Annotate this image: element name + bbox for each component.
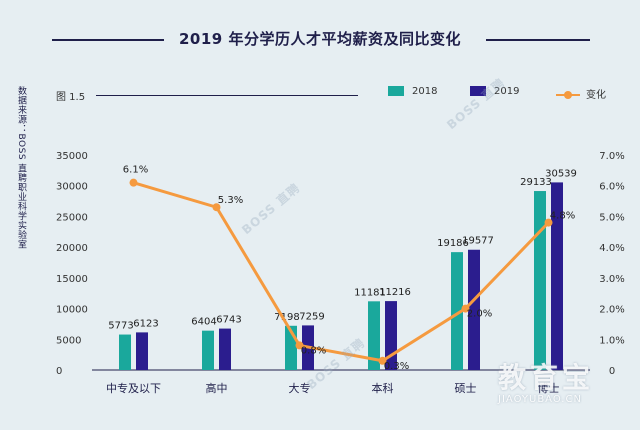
change-line [133, 181, 550, 363]
bar-value-label-2018: 11181 [354, 287, 386, 298]
y-left-tick-label: 30000 [56, 182, 88, 193]
legend-item-change: 变化 [556, 86, 606, 101]
bar-value-label-2019: 6743 [216, 315, 241, 326]
bar-2018 [119, 334, 131, 370]
change-point [378, 356, 387, 365]
bar-value-label-2019: 19577 [462, 236, 494, 247]
figure-label: 图 1.5 [56, 92, 86, 103]
title-row: 2019 年分学历人才平均薪资及同比变化 [0, 24, 640, 54]
y-left-tick-label: 15000 [56, 274, 88, 285]
bar-value-label-2019: 30539 [545, 168, 577, 179]
bar-value-label-2018: 19186 [437, 238, 469, 249]
y-right-tick-label: 5.0% [599, 212, 624, 223]
y-left-tick-label: 10000 [56, 305, 88, 316]
change-value-label: 0.3% [384, 361, 409, 372]
category-label: 硕士 [455, 382, 477, 395]
bar-value-label-2019: 6123 [133, 318, 158, 329]
bar-2019 [551, 182, 563, 370]
bar-value-label-2019: 7259 [299, 311, 324, 322]
y-left-tick-label: 5000 [56, 335, 81, 346]
bar-2018 [451, 252, 463, 370]
y-right-tick-label: 2.0% [599, 305, 624, 316]
change-point [295, 341, 304, 350]
legend-item-2018: 2018 [388, 86, 437, 97]
site-logo: 教育宝 JIAOYUBAO.CN [498, 356, 638, 414]
y-left-tick-label: 0 [56, 366, 62, 377]
bar-2019 [136, 332, 148, 370]
bar-value-label-2018: 6404 [191, 317, 216, 328]
category-label: 博士 [538, 382, 560, 395]
y-right-tick-label: 6.0% [599, 182, 624, 193]
legend-swatch-2019 [470, 86, 486, 96]
y-left-tick-label: 35000 [56, 151, 88, 162]
category-label: 高中 [206, 381, 228, 395]
change-value-label: 2.0% [467, 309, 492, 320]
change-value-label: 4.8% [550, 211, 575, 222]
bar-value-label-2018: 29133 [520, 177, 552, 188]
legend-label-2019: 2019 [494, 86, 520, 97]
bar-2018 [368, 301, 380, 370]
change-point [544, 218, 553, 227]
y-left-tick-label: 20000 [56, 243, 88, 254]
y-right-tick-label: 4.0% [599, 243, 624, 254]
y-right-tick-label: 3.0% [599, 274, 624, 285]
change-value-label: 5.3% [218, 195, 243, 206]
y-right-tick-label: 7.0% [599, 151, 624, 162]
title-rule-left [52, 39, 164, 41]
y-right-tick-label: 0 [609, 366, 615, 377]
bar-value-label-2018: 7198 [274, 312, 299, 323]
logo-sub-text: JIAOYUBAO.CN [498, 394, 582, 405]
logo-main-text: 教育宝 [498, 361, 595, 394]
figure-rule [96, 95, 358, 96]
bar-2018 [534, 191, 546, 370]
change-value-label: 6.1% [123, 165, 148, 176]
bar-value-label-2019: 11216 [379, 287, 411, 298]
change-value-label: 0.8% [301, 345, 326, 356]
y-right-tick-label: 1.0% [599, 335, 624, 346]
data-source-note: 数据来源：BOSS 直聘职业科学实验室 [16, 86, 26, 249]
chart-title: 2019 年分学历人才平均薪资及同比变化 [179, 30, 461, 48]
category-label: 中专及以下 [106, 381, 161, 395]
y-left-tick-label: 25000 [56, 212, 88, 223]
bar-2019 [468, 249, 480, 370]
change-point [461, 304, 470, 313]
bar-2018 [202, 330, 214, 370]
bar-value-label-2018: 5773 [108, 321, 133, 332]
category-label: 大专 [289, 381, 311, 395]
title-rule-right [486, 39, 590, 41]
change-point [212, 203, 221, 212]
change-point [129, 178, 138, 187]
legend-label-change: 变化 [586, 90, 606, 101]
legend-swatch-2018 [388, 86, 404, 96]
legend-swatch-change [556, 90, 580, 100]
category-label: 本科 [372, 381, 394, 395]
bar-2019 [219, 328, 231, 370]
legend-item-2019: 2019 [470, 86, 519, 97]
legend-label-2018: 2018 [412, 86, 438, 97]
